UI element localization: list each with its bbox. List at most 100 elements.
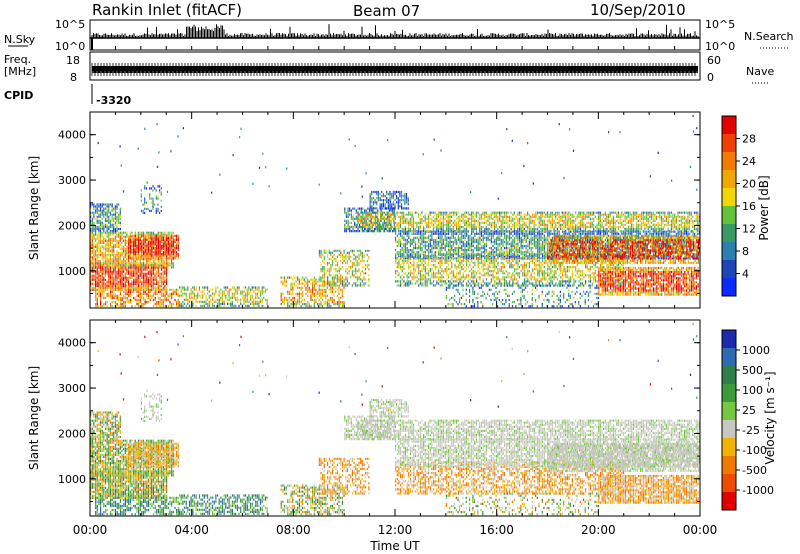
velocity-xtick-label-0: 00:00 — [73, 523, 108, 537]
velocity-colorbar: 1000 500 100 25 -25 -100 -500 -1000 — [721, 329, 774, 511]
nsky-bar-series — [91, 24, 699, 38]
beam-label: Beam 07 — [353, 2, 420, 20]
power-cbar-label-5: 24 — [742, 155, 756, 168]
power-swatch-1 — [722, 134, 736, 153]
velocity-xtick-label-5: 20:00 — [581, 523, 616, 537]
velocity-swatch-6 — [722, 438, 736, 457]
velocity-cbar-label-4: -25 — [742, 424, 760, 437]
freq-ticks-series — [91, 63, 696, 76]
velocity-cbar-label-3: 25 — [742, 404, 756, 417]
power-cells-layer-3 — [90, 191, 701, 308]
velocity-y-axis: 1000 2000 3000 4000 — [58, 337, 700, 502]
nsky-panel: N.Sky 10^5 10^0 10^5 10^0 N.Search — [4, 18, 794, 53]
power-swatch-5 — [722, 206, 736, 225]
x-axis-label: Time UT — [369, 539, 420, 553]
power-y-axis: 1000 2000 3000 4000 — [58, 129, 700, 294]
velocity-ytick-label-3: 4000 — [58, 337, 86, 350]
velocity-xtick-label-1: 04:00 — [174, 523, 209, 537]
power-swatch-8 — [722, 260, 736, 279]
velocity-colorbar-label: Velocity [m s⁻¹] — [763, 371, 777, 464]
power-cells — [90, 114, 701, 308]
freq-bars — [91, 63, 698, 76]
velocity-ytick-label-2: 3000 — [58, 382, 86, 395]
date-label: 10/Sep/2010 — [590, 1, 686, 19]
vel-cells-layer-8 — [158, 359, 160, 362]
velocity-cbar-label-2: 100 — [742, 384, 763, 397]
velocity-ytick-label-1: 2000 — [58, 427, 86, 440]
velocity-ylabel: Slant Range [km] — [27, 366, 41, 470]
velocity-swatch-0 — [722, 330, 736, 349]
title: Rankin Inlet (fitACF) — [92, 1, 242, 19]
nave-tick-low: 0 — [707, 71, 714, 84]
velocity-ytick-label-0: 1000 — [58, 473, 86, 486]
power-ytick-label-0: 1000 — [58, 265, 86, 278]
power-cbar-label-6: 28 — [742, 133, 756, 146]
velocity-swatch-2 — [722, 366, 736, 385]
velocity-cbar-label-1: 500 — [742, 364, 763, 377]
power-x-ticks — [89, 112, 701, 308]
power-cells-layer-4 — [90, 123, 701, 308]
velocity-swatch-7 — [722, 456, 736, 475]
velocity-xtick-label-4: 16:00 — [479, 523, 514, 537]
vel-cells-layer-5 — [91, 331, 701, 516]
power-cells-layer-7 — [90, 213, 701, 308]
velocity-swatch-1 — [722, 348, 736, 367]
velocity-swatch-3 — [722, 384, 736, 403]
freq-label-1: Freq. — [4, 53, 31, 66]
nsky-label: N.Sky — [4, 33, 36, 46]
power-cbar-label-0: 4 — [742, 268, 749, 281]
velocity-xtick-label-6: 00:00 — [683, 523, 718, 537]
cpid-label: CPID — [4, 89, 33, 102]
velocity-cbar-label-7: -1000 — [742, 484, 774, 497]
power-panel: 1000 2000 3000 4000 Slant Range [km] 4 8 12 16… — [27, 111, 771, 309]
velocity-cbar-label-0: 1000 — [742, 344, 770, 357]
vel-cells-layer-2 — [90, 335, 698, 516]
nsearch-label: N.Search — [744, 30, 794, 43]
power-swatch-2 — [722, 152, 736, 171]
power-swatch-7 — [722, 242, 736, 261]
velocity-xtick-label-2: 08:00 — [276, 523, 311, 537]
velocity-swatch-5 — [722, 420, 736, 439]
power-ylabel: Slant Range [km] — [27, 156, 41, 260]
vel-cells-layer-6 — [95, 339, 659, 516]
nave-tick-high: 60 — [707, 54, 721, 67]
power-colorbar-label: Power [dB] — [757, 175, 771, 240]
power-ytick-label-1: 2000 — [58, 219, 86, 232]
velocity-swatch-4 — [722, 402, 736, 421]
vel-cells-layer-7 — [119, 331, 651, 406]
power-colorbar: 4 8 12 16 20 24 28 — [721, 115, 756, 297]
freq-label-2: [MHz] — [4, 65, 36, 78]
velocity-swatch-8 — [722, 474, 736, 493]
nsearch-tick-low: 10^0 — [705, 40, 735, 53]
power-cbar-label-1: 8 — [742, 245, 749, 258]
vel-cells-layer-9 — [219, 336, 692, 408]
velocity-cbar-label-5: -100 — [742, 444, 767, 457]
power-swatch-0 — [722, 116, 736, 135]
nsky-tick-high: 10^5 — [55, 18, 85, 31]
velocity-cbar-label-6: -500 — [742, 464, 767, 477]
power-swatch-6 — [722, 224, 736, 243]
power-swatch-4 — [722, 188, 736, 207]
power-cbar-label-3: 16 — [742, 200, 756, 213]
velocity-cells — [90, 322, 701, 516]
nsky-bars — [89, 24, 701, 50]
cpid-row: CPID -3320 — [4, 84, 132, 107]
nsearch-tick-high: 10^5 — [705, 18, 735, 31]
power-swatch-3 — [722, 170, 736, 189]
power-ytick-label-3: 4000 — [58, 129, 86, 142]
freq-tick-high: 18 — [66, 54, 80, 67]
power-swatch-9 — [722, 278, 736, 297]
velocity-xtick-label-3: 12:00 — [378, 523, 413, 537]
velocity-swatch-9 — [722, 492, 736, 511]
velocity-panel: 1000 2000 3000 4000 00:00 04:00 08:00 12:00 16:… — [27, 319, 777, 553]
power-cbar-label-4: 20 — [742, 178, 756, 191]
power-ytick-label-2: 3000 — [58, 174, 86, 187]
freq-panel: Freq. [MHz] 18 8 60 0 Nave — [4, 51, 774, 84]
nsky-tick-low: 10^0 — [55, 40, 85, 53]
freq-tick-low: 8 — [70, 71, 77, 84]
power-cbar-label-2: 12 — [742, 223, 756, 236]
cpid-value: -3320 — [96, 94, 132, 107]
velocity-colorbar-frame — [721, 329, 737, 511]
freq-frame — [89, 51, 701, 81]
